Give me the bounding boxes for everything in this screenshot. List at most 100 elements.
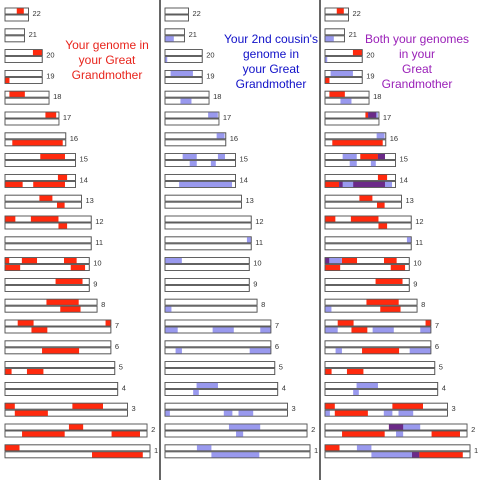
you-segment xyxy=(111,431,140,437)
you-segment xyxy=(325,264,341,271)
chromosome-outline xyxy=(164,236,252,244)
chromosome-outline xyxy=(324,201,402,209)
chromosome-outline xyxy=(324,298,418,306)
chromosome-label: 11 xyxy=(255,238,263,247)
chromosome-outline xyxy=(324,97,370,105)
overlap-segment xyxy=(339,181,343,188)
cousin-segment xyxy=(406,236,412,243)
cousin-segment xyxy=(165,410,170,417)
you-segment xyxy=(325,181,343,188)
you-segment xyxy=(5,444,20,451)
cousin-segment xyxy=(175,347,182,354)
chromosome-outline xyxy=(324,319,432,327)
chromosome-label: 22 xyxy=(353,9,361,18)
chromosome-outline xyxy=(324,381,439,389)
chromosome-outline xyxy=(4,277,90,285)
you-segment xyxy=(32,49,43,56)
chromosome-outline xyxy=(4,215,92,223)
you-segment xyxy=(359,195,373,202)
chromosome-outline xyxy=(4,153,76,161)
overlap-segment xyxy=(388,424,404,430)
chromosome-outline xyxy=(4,201,82,209)
chromosome-outline xyxy=(4,409,128,417)
chromosome-outline xyxy=(164,423,308,431)
chromosome-1-bar xyxy=(324,444,471,452)
you-segment xyxy=(63,257,77,264)
chromosome-outline xyxy=(324,180,396,188)
you-segment xyxy=(14,410,48,417)
panel-title-cousin: Your 2nd cousin's genome in your Great G… xyxy=(224,32,318,91)
chromosome-outline xyxy=(164,361,276,369)
chromosome-outline xyxy=(164,90,210,98)
chromosome-19-bar xyxy=(4,70,43,77)
you-segment xyxy=(57,174,68,181)
you-segment xyxy=(31,327,48,333)
chromosome-label: 18 xyxy=(53,92,61,101)
chromosome-11-bar xyxy=(4,236,92,244)
chromosome-outline xyxy=(164,194,242,202)
chromosome-outline xyxy=(4,7,29,15)
chromosome-3-bar xyxy=(164,402,288,410)
chromosome-outline xyxy=(324,277,410,285)
chromosome-outline xyxy=(324,77,363,84)
chromosome-4-bar xyxy=(164,381,279,389)
chromosome-label: 8 xyxy=(261,300,265,309)
chromosome-outline xyxy=(324,111,380,119)
chromosome-outline xyxy=(164,111,220,119)
chromosome-label: 16 xyxy=(230,134,238,143)
chromosome-outline xyxy=(164,243,252,251)
chromosome-9-bar xyxy=(164,277,250,285)
chromosome-outline xyxy=(164,264,250,272)
chromosome-outline xyxy=(164,160,236,168)
you-segment xyxy=(45,112,57,118)
you-segment xyxy=(40,153,65,160)
chromosome-label: 6 xyxy=(115,342,119,351)
cousin-segment xyxy=(353,389,359,396)
chromosome-4-bar xyxy=(324,381,439,389)
chromosome-outline xyxy=(164,77,203,84)
chromosome-outline xyxy=(4,70,43,77)
you-segment xyxy=(336,8,344,14)
chromosome-outline xyxy=(164,222,252,230)
cousin-segment xyxy=(388,424,421,430)
chromosome-20-bar xyxy=(164,49,203,56)
chromosome-16-bar xyxy=(164,139,227,147)
chromosome-label: 9 xyxy=(93,279,97,288)
cousin-segment xyxy=(249,347,271,354)
chromosome-outline xyxy=(164,381,279,389)
chromosome-label: 14 xyxy=(240,175,248,184)
chromosome-15-bar xyxy=(164,160,236,168)
chromosome-label: 14 xyxy=(400,175,408,184)
chromosome-12-bar xyxy=(164,222,252,230)
you-segment xyxy=(105,320,111,326)
you-segment xyxy=(346,368,364,375)
chromosome-12-bar xyxy=(4,222,92,230)
chromosome-11-bar xyxy=(164,236,252,244)
you-segment xyxy=(5,77,10,84)
chromosome-outline xyxy=(324,90,370,98)
you-segment xyxy=(342,431,385,437)
chromosome-5-bar xyxy=(4,368,116,376)
chromosome-outline xyxy=(324,35,346,43)
cousin-segment xyxy=(165,35,174,42)
you-segment xyxy=(5,403,15,410)
you-segment xyxy=(5,181,23,188)
chromosome-22-bar xyxy=(324,14,349,22)
overlap-segment xyxy=(377,153,385,160)
chromosome-8-bar xyxy=(164,298,258,306)
chromosome-label: 4 xyxy=(122,383,126,392)
chromosome-label: 13 xyxy=(405,196,413,205)
cousin-segment xyxy=(182,153,197,160)
you-segment xyxy=(46,299,79,306)
cousin-segment xyxy=(208,112,218,118)
cousin-segment xyxy=(371,451,420,458)
chromosome-outline xyxy=(164,340,272,348)
chromosome-outline xyxy=(164,319,272,327)
chromosome-outline xyxy=(324,305,418,313)
chromosome-outline xyxy=(324,222,412,230)
cousin-segment xyxy=(211,451,260,458)
chromosome-outline xyxy=(4,368,116,376)
chromosome-outline xyxy=(324,257,410,265)
you-segment xyxy=(58,223,68,229)
chromosome-outline xyxy=(4,28,26,36)
